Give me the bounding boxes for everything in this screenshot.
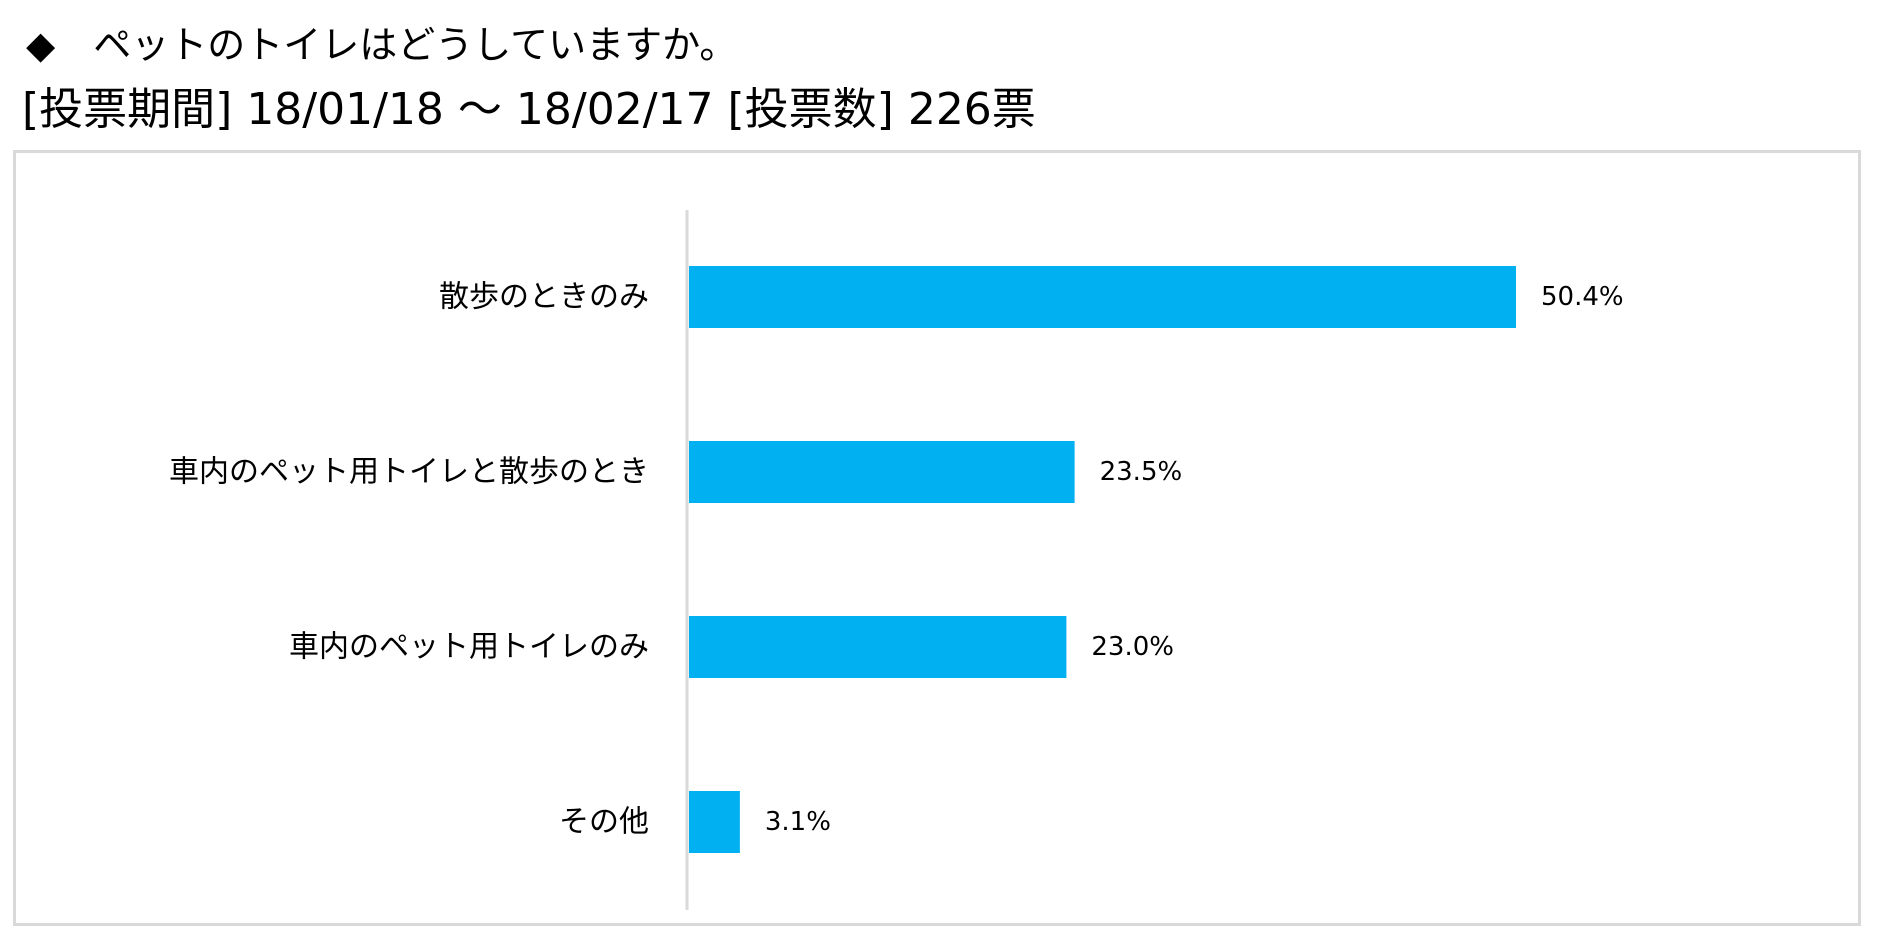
poll-question: ◆ ペットのトイレはどうしていますか。 bbox=[26, 20, 737, 70]
bar-2 bbox=[689, 616, 1067, 678]
data-label-0: 50.4% bbox=[1541, 282, 1624, 312]
category-label-0: 散歩のときのみ bbox=[439, 280, 649, 315]
bar-1 bbox=[689, 441, 1075, 503]
diamond-bullet-icon: ◆ bbox=[26, 23, 56, 67]
category-label-1: 車内のペット用トイレと散歩のとき bbox=[169, 455, 649, 490]
data-label-1: 23.5% bbox=[1100, 457, 1183, 487]
bar-0 bbox=[689, 266, 1516, 328]
data-label-2: 23.0% bbox=[1091, 632, 1174, 662]
voting-period-line: [投票期間] 18/01/18 ～ 18/02/17 [投票数] 226票 bbox=[22, 84, 1036, 135]
question-text: ペットのトイレはどうしていますか。 bbox=[93, 23, 738, 67]
data-label-3: 3.1% bbox=[765, 807, 831, 837]
category-label-2: 車内のペット用トイレのみ bbox=[289, 630, 649, 665]
category-label-3: その他 bbox=[559, 805, 649, 840]
bar-3 bbox=[689, 791, 740, 853]
